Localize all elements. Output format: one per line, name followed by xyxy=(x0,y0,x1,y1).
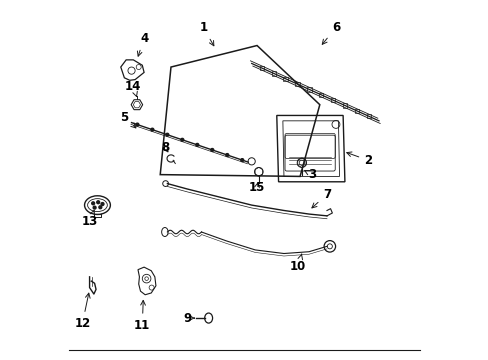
Circle shape xyxy=(165,133,168,136)
Text: 1: 1 xyxy=(199,21,213,46)
Circle shape xyxy=(210,149,213,152)
Text: 13: 13 xyxy=(81,210,98,228)
Circle shape xyxy=(196,143,198,146)
Text: 4: 4 xyxy=(137,32,148,56)
Text: 3: 3 xyxy=(304,168,316,181)
Text: 15: 15 xyxy=(248,181,264,194)
Text: 8: 8 xyxy=(161,141,169,154)
Circle shape xyxy=(93,206,96,209)
Text: 5: 5 xyxy=(120,111,136,128)
Circle shape xyxy=(136,123,139,126)
Circle shape xyxy=(225,154,228,157)
Circle shape xyxy=(181,138,183,141)
Text: 11: 11 xyxy=(134,300,150,332)
Circle shape xyxy=(151,128,153,131)
Text: 7: 7 xyxy=(311,188,330,208)
Circle shape xyxy=(97,201,100,204)
Text: 2: 2 xyxy=(346,152,371,167)
Circle shape xyxy=(240,159,243,162)
Text: 10: 10 xyxy=(289,254,306,273)
Text: 14: 14 xyxy=(125,80,141,96)
Circle shape xyxy=(99,206,102,209)
Text: 6: 6 xyxy=(322,21,339,44)
Circle shape xyxy=(92,202,94,205)
Text: 9: 9 xyxy=(183,311,194,325)
Text: 12: 12 xyxy=(74,293,90,330)
Circle shape xyxy=(101,203,104,206)
